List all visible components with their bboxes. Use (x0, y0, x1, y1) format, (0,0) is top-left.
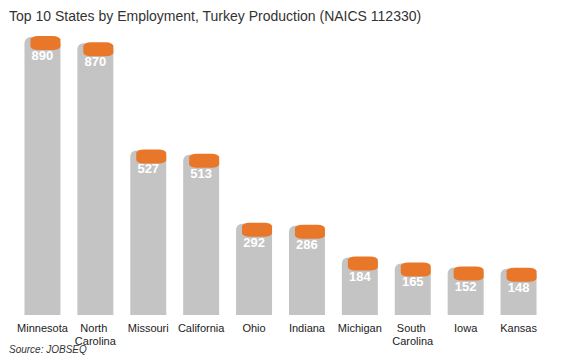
svg-text:Michigan: Michigan (338, 322, 382, 334)
svg-text:Ohio: Ohio (242, 322, 265, 334)
svg-text:Carolina: Carolina (392, 335, 434, 347)
svg-text:North: North (80, 322, 110, 334)
svg-text:Iowa: Iowa (454, 322, 478, 334)
svg-text:Kansas: Kansas (500, 322, 537, 334)
svg-text:513: 513 (190, 166, 212, 181)
svg-text:870: 870 (84, 54, 106, 69)
svg-text:148: 148 (508, 280, 530, 295)
svg-text:292: 292 (243, 235, 265, 250)
svg-text:Minnesota: Minnesota (17, 322, 69, 334)
svg-text:165: 165 (402, 274, 424, 289)
svg-text:California: California (178, 322, 225, 334)
svg-text:890: 890 (32, 48, 54, 63)
svg-text:Carolina: Carolina (74, 334, 116, 347)
svg-text:286: 286 (296, 237, 318, 252)
svg-text:Missouri: Missouri (128, 322, 169, 334)
svg-text:Indiana: Indiana (289, 322, 326, 334)
svg-text:184: 184 (349, 269, 371, 284)
svg-text:South: South (397, 322, 429, 334)
svg-text:152: 152 (455, 279, 477, 294)
svg-text:Source: JOBSEQ: Source: JOBSEQ (9, 344, 87, 355)
svg-text:527: 527 (137, 161, 159, 176)
svg-text:Top 10 States by Employment, T: Top 10 States by Employment, Turkey Prod… (9, 8, 421, 24)
